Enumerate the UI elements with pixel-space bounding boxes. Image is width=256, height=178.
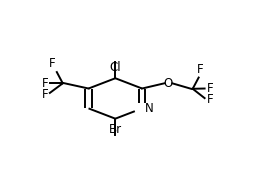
Text: F: F (197, 63, 204, 76)
Text: N: N (144, 102, 153, 115)
Text: F: F (42, 88, 48, 101)
Text: F: F (207, 93, 213, 106)
Text: F: F (207, 82, 213, 95)
Text: Br: Br (109, 123, 122, 136)
Text: O: O (163, 77, 173, 90)
Text: F: F (42, 77, 48, 90)
Text: F: F (49, 57, 55, 70)
Text: Cl: Cl (110, 61, 121, 74)
